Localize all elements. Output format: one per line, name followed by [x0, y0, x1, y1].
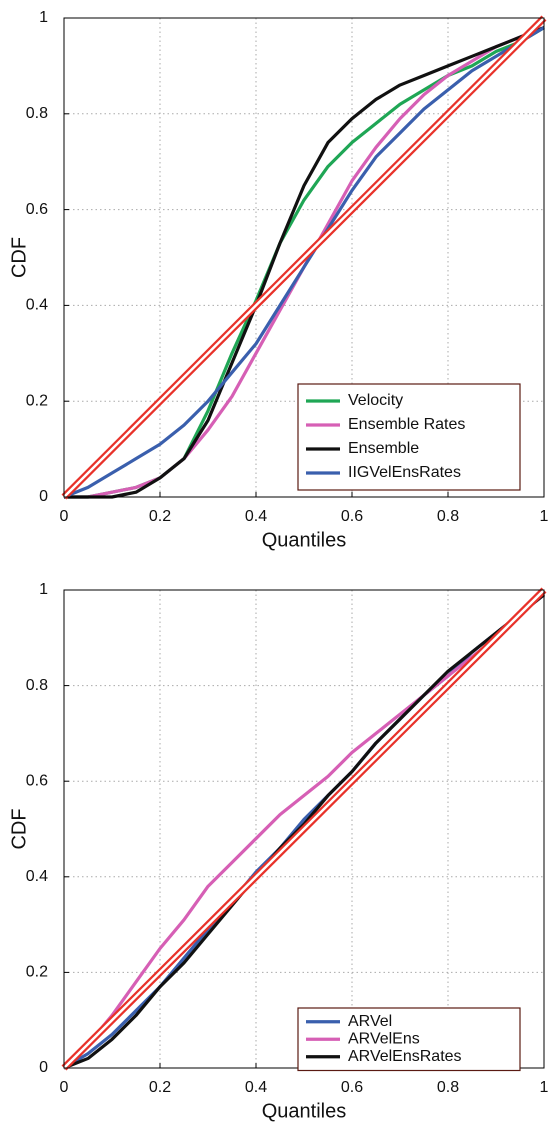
y-tick-label: 0.4	[26, 297, 48, 314]
data-line	[62, 593, 545, 1070]
legend-label: Ensemble Rates	[348, 416, 465, 433]
x-axis-title: Quantiles	[262, 1100, 347, 1122]
reference-line-inner	[63, 589, 545, 1069]
y-tick-label: 0	[39, 1059, 48, 1076]
y-tick-label: 0.4	[26, 868, 48, 885]
y-tick-label: 0.8	[26, 677, 48, 694]
y-tick-label: 1	[39, 581, 48, 598]
y-tick-label: 0.8	[26, 105, 48, 122]
x-tick-label: 0.8	[437, 508, 459, 525]
y-tick-label: 1	[39, 9, 48, 26]
legend: Velocity Ensemble Rates Ensemble IIGVelEnsR…	[297, 383, 521, 491]
x-tick-label: 0.4	[245, 508, 267, 525]
x-tick-label: 1	[540, 1079, 548, 1096]
legend-label: ARVelEns	[348, 1030, 420, 1047]
y-tick-label: 0.2	[26, 392, 48, 409]
x-tick-label: 0.8	[437, 1079, 459, 1096]
x-tick-label: 1	[540, 508, 548, 525]
reference-line-inner	[63, 17, 545, 498]
legend-label: Ensemble	[348, 440, 419, 457]
chart: 0 0.2 0.4 0.6 0.8 1 0 0.2 0.4 0.6 0.8 1 Quantiles CDF…	[8, 581, 548, 1122]
data-line	[64, 26, 545, 499]
y-tick-label: 0	[39, 488, 48, 505]
x-tick-label: 0.2	[149, 1079, 171, 1096]
x-axis-title: Quantiles	[262, 529, 347, 551]
x-tick-label: 0.6	[341, 1079, 363, 1096]
x-tick-label: 0	[60, 508, 69, 525]
chart: 0 0.2 0.4 0.6 0.8 1 0 0.2 0.4 0.6 0.8 1 Quantiles CDF…	[8, 9, 548, 551]
data-line	[63, 26, 545, 499]
x-tick-label: 0	[60, 1079, 69, 1096]
y-tick-label: 0.6	[26, 201, 48, 218]
legend-label: IIGVelEnsRates	[348, 464, 461, 481]
legend-label: Velocity	[348, 392, 403, 409]
x-tick-label: 0.6	[341, 508, 363, 525]
x-tick-label: 0.4	[245, 1079, 267, 1096]
x-tick-label: 0.2	[149, 508, 171, 525]
legend-label: ARVel	[348, 1013, 392, 1030]
y-axis-title: CDF	[8, 237, 30, 278]
y-tick-label: 0.2	[26, 964, 48, 981]
y-tick-label: 0.6	[26, 772, 48, 789]
y-axis-title: CDF	[8, 808, 30, 849]
plot-border	[63, 17, 545, 498]
legend-label: ARVelEnsRates	[348, 1048, 462, 1065]
